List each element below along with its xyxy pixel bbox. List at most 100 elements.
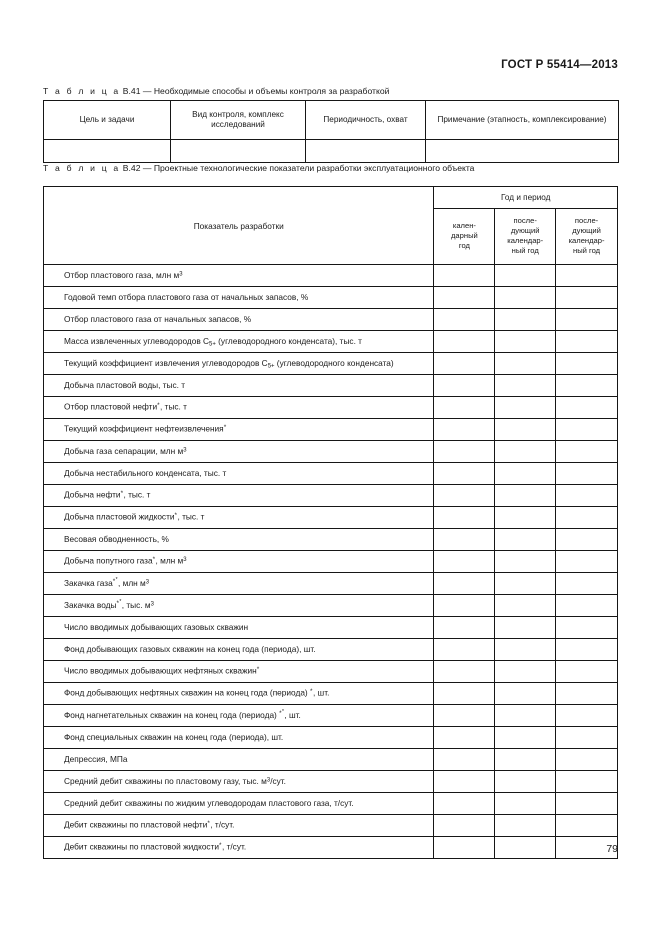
table-b42-value-cell-calendar-year[interactable] [433,264,496,287]
table-b42-row: Добыча газа сепарации, млн м3 [42,440,618,463]
table-b42-value-cell-calendar-year[interactable] [433,616,496,639]
table-b42-value-cell-calendar-year[interactable] [433,748,496,771]
table-b42-value-cell-next-year-1[interactable] [494,616,557,639]
table-b42-value-cell-next-year-1[interactable] [494,484,557,507]
table-b42-value-cell-next-year-1[interactable] [494,506,557,529]
table-b42-value-cell-next-year-2[interactable] [555,616,618,639]
table-b42-value-cell-calendar-year[interactable] [433,286,496,309]
table-b42-value-cell-next-year-1[interactable] [494,286,557,309]
table-b42-value-cell-calendar-year[interactable] [433,682,496,705]
table-b42-value-cell-next-year-1[interactable] [494,836,557,859]
table-b42-value-cell-calendar-year[interactable] [433,704,496,727]
table-b42-value-cell-next-year-1[interactable] [494,308,557,331]
table-b42-value-cell-calendar-year[interactable] [433,462,496,485]
table-b42-value-cell-calendar-year[interactable] [433,726,496,749]
table-b42-value-cell-next-year-2[interactable] [555,374,618,397]
table-b42-value-cell-next-year-2[interactable] [555,682,618,705]
table-b42-value-cell-calendar-year[interactable] [433,550,496,573]
table-b42-value-cell-next-year-2[interactable] [555,550,618,573]
table-b42-value-cell-calendar-year[interactable] [433,374,496,397]
table-b42-value-cell-calendar-year[interactable] [433,770,496,793]
table-b42-value-cell-next-year-1[interactable] [494,550,557,573]
table-b42-col-indicator: Показатель разработки [42,186,435,265]
table-b42-value-cell-next-year-1[interactable] [494,418,557,441]
table-b42-value-cell-next-year-2[interactable] [555,462,618,485]
table-b41-col-control: Вид контроля, комплекс исследований [170,100,306,140]
table-b42-value-cell-next-year-2[interactable] [555,528,618,551]
table-b42-value-cell-next-year-2[interactable] [555,814,618,837]
table-b42-value-cell-next-year-1[interactable] [494,352,557,375]
table-b42-value-cell-next-year-2[interactable] [555,770,618,793]
table-b42-value-cell-calendar-year[interactable] [433,638,496,661]
table-b42-value-cell-next-year-2[interactable] [555,418,618,441]
table-b42-row: Дебит скважины по пластовой жидкости*, т… [42,836,618,859]
table-b42-value-cell-calendar-year[interactable] [433,594,496,617]
table-b42-value-cell-next-year-1[interactable] [494,704,557,727]
table-b42-value-cell-next-year-2[interactable] [555,792,618,815]
table-b42-indicator-cell: Закачка воды**, тыс. м3 [42,594,435,617]
table-b42-indicator-cell: Депрессия, МПа [42,748,435,771]
table-b42-value-cell-calendar-year[interactable] [433,330,496,353]
table-b42-value-cell-next-year-2[interactable] [555,308,618,331]
table-b41-caption-text: B.41 — Необходимые способы и объемы конт… [122,86,390,96]
table-b42-indicator-cell: Весовая обводненность, % [42,528,435,551]
table-b42-value-cell-calendar-year[interactable] [433,528,496,551]
table-b42-value-cell-next-year-1[interactable] [494,440,557,463]
table-b42-value-cell-next-year-2[interactable] [555,440,618,463]
table-b42-value-cell-next-year-2[interactable] [555,572,618,595]
table-b42-value-cell-next-year-1[interactable] [494,264,557,287]
table-b42-value-cell-next-year-2[interactable] [555,264,618,287]
table-b42-value-cell-next-year-2[interactable] [555,638,618,661]
table-b42-value-cell-next-year-1[interactable] [494,748,557,771]
table-b42-row: Закачка воды**, тыс. м3 [42,594,618,617]
table-b42-indicator-cell: Закачка газа**, млн м3 [42,572,435,595]
table-b42-value-cell-next-year-2[interactable] [555,330,618,353]
table-b42-value-cell-next-year-1[interactable] [494,374,557,397]
table-b42-value-cell-calendar-year[interactable] [433,484,496,507]
table-b42-row: Фонд добывающих нефтяных скважин на коне… [42,682,618,705]
table-b42-value-cell-next-year-2[interactable] [555,484,618,507]
table-b42-value-cell-next-year-2[interactable] [555,704,618,727]
table-b42-value-cell-next-year-2[interactable] [555,748,618,771]
table-b42-value-cell-next-year-2[interactable] [555,396,618,419]
table-b42-row: Отбор пластового газа, млн м3 [42,264,618,287]
table-b42-value-cell-next-year-1[interactable] [494,528,557,551]
table-b42-value-cell-next-year-1[interactable] [494,572,557,595]
table-b41-cell [425,139,619,163]
table-b42-row: Депрессия, МПа [42,748,618,771]
table-b42-value-cell-calendar-year[interactable] [433,352,496,375]
calendar-year-label: кален-дарный год [451,221,478,250]
table-b42-value-cell-calendar-year[interactable] [433,836,496,859]
table-b42-value-cell-next-year-2[interactable] [555,352,618,375]
table-b42-value-cell-next-year-2[interactable] [555,286,618,309]
table-b42-value-cell-calendar-year[interactable] [433,440,496,463]
table-b42-value-cell-next-year-1[interactable] [494,330,557,353]
table-b42-row: Добыча нестабильного конденсата, тыс. т [42,462,618,485]
table-b42-value-cell-next-year-1[interactable] [494,660,557,683]
table-b42-row: Дебит скважины по пластовой нефти*, т/су… [42,814,618,837]
table-b42-value-cell-next-year-2[interactable] [555,506,618,529]
table-b42-value-cell-next-year-1[interactable] [494,814,557,837]
table-b42-value-cell-next-year-2[interactable] [555,726,618,749]
table-b42-value-cell-calendar-year[interactable] [433,814,496,837]
table-b42-value-cell-calendar-year[interactable] [433,572,496,595]
table-b42-value-cell-next-year-1[interactable] [494,682,557,705]
table-b42-value-cell-next-year-1[interactable] [494,462,557,485]
table-b42-value-cell-calendar-year[interactable] [433,396,496,419]
table-b42-value-cell-next-year-1[interactable] [494,396,557,419]
table-b42-value-cell-next-year-2[interactable] [555,594,618,617]
table-b42-value-cell-next-year-2[interactable] [555,836,618,859]
table-b42-value-cell-calendar-year[interactable] [433,418,496,441]
table-b42-value-cell-calendar-year[interactable] [433,792,496,815]
table-b42-value-cell-next-year-1[interactable] [494,638,557,661]
table-b42-value-cell-next-year-1[interactable] [494,594,557,617]
table-b42-value-cell-calendar-year[interactable] [433,506,496,529]
table-b42-indicator-cell: Отбор пластового газа, млн м3 [42,264,435,287]
table-b42-value-cell-next-year-1[interactable] [494,770,557,793]
table-b42-value-cell-calendar-year[interactable] [433,308,496,331]
table-b42-row: Фонд нагнетательных скважин на конец год… [42,704,618,727]
table-b42-value-cell-calendar-year[interactable] [433,660,496,683]
table-b42-value-cell-next-year-2[interactable] [555,660,618,683]
table-b42-value-cell-next-year-1[interactable] [494,792,557,815]
table-b42-value-cell-next-year-1[interactable] [494,726,557,749]
